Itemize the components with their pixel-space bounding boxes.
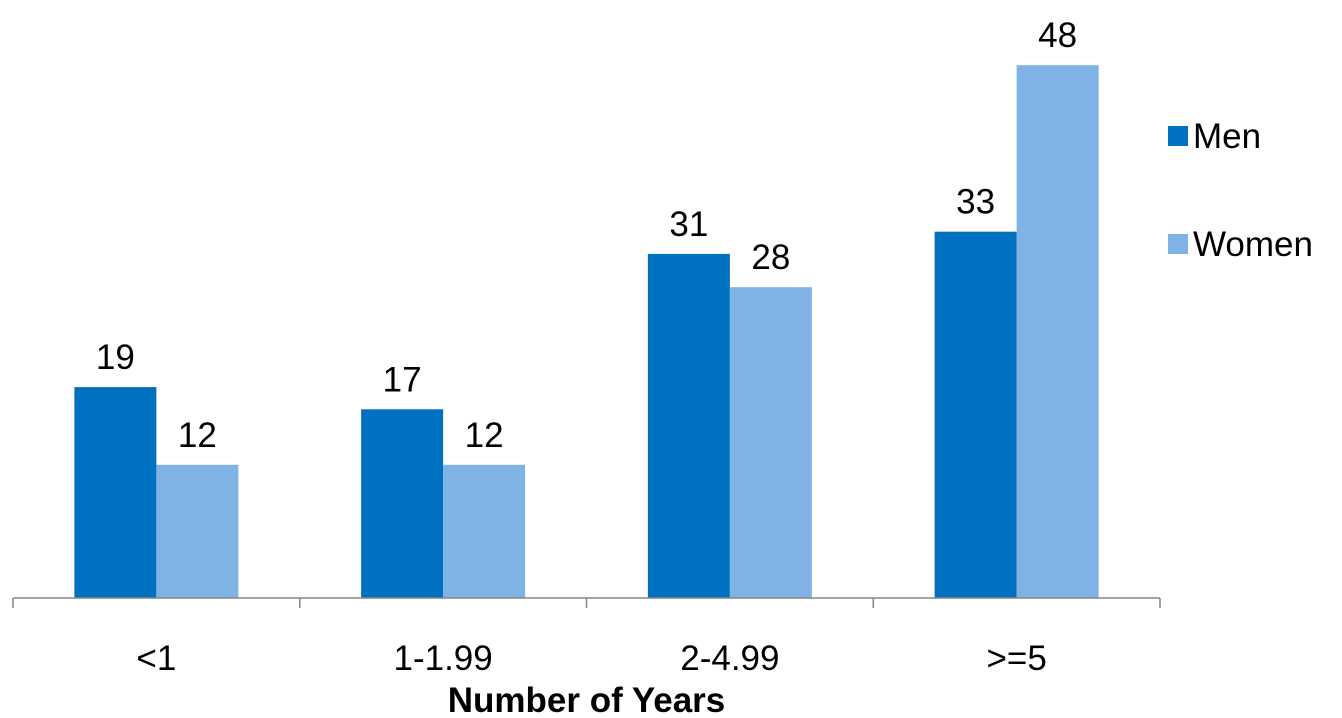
data-label-women-2: 28 xyxy=(751,238,790,277)
bar-men-2 xyxy=(647,253,730,598)
x-tick-label-1: 1-1.99 xyxy=(394,639,493,678)
x-tick-label-3: >=5 xyxy=(986,639,1046,678)
data-label-men-2: 31 xyxy=(669,205,708,244)
legend-label-women: Women xyxy=(1193,225,1313,264)
data-label-women-1: 12 xyxy=(465,416,504,455)
data-label-men-0: 19 xyxy=(96,338,135,377)
x-axis-title: Number of Years xyxy=(448,681,726,718)
bar-women-2 xyxy=(729,287,812,598)
data-label-men-3: 33 xyxy=(956,183,995,222)
legend-swatch-men xyxy=(1168,126,1188,146)
data-label-women-0: 12 xyxy=(178,416,217,455)
x-axis-ticks xyxy=(12,598,1161,608)
legend-label-men: Men xyxy=(1193,117,1261,156)
legend: Men Women xyxy=(1168,117,1313,264)
bar-women-3 xyxy=(1016,65,1099,598)
bars-group xyxy=(74,65,1099,598)
bar-women-0 xyxy=(156,464,239,598)
x-axis: <1 1-1.99 2-4.99 >=5 xyxy=(12,597,1161,678)
bar-men-0 xyxy=(74,387,157,598)
x-tick-label-2: 2-4.99 xyxy=(680,639,779,678)
data-label-women-3: 48 xyxy=(1038,16,1077,55)
x-tick-label-0: <1 xyxy=(136,639,176,678)
legend-swatch-women xyxy=(1168,234,1188,254)
bar-men-3 xyxy=(934,231,1017,598)
x-axis-tick-labels: <1 1-1.99 2-4.99 >=5 xyxy=(136,639,1046,678)
data-labels-group: 19 12 17 12 31 28 33 48 xyxy=(96,16,1077,455)
bar-women-1 xyxy=(443,464,526,598)
data-label-men-1: 17 xyxy=(383,360,422,399)
bar-men-1 xyxy=(361,409,444,598)
